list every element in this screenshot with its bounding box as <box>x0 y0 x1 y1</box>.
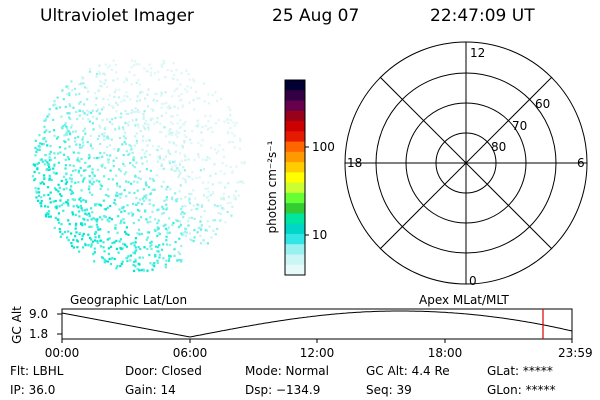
colorbar-segment <box>285 131 305 143</box>
timeline-left-label: Geographic Lat/Lon <box>70 293 188 307</box>
polar-label-6: 6 <box>577 156 585 170</box>
glon-value: GLon: ***** <box>487 383 556 397</box>
dsp-value: Dsp: −134.9 <box>245 383 321 397</box>
colorbar-segment <box>285 162 305 173</box>
timeline-xtick-0600: 06:00 <box>172 346 208 360</box>
polar-diagonal-2 <box>379 76 553 250</box>
timeline-right-label: Apex MLat/MLT <box>419 293 509 307</box>
colorbar <box>285 80 305 276</box>
gc-alt-value: GC Alt: 4.4 Re <box>366 364 450 378</box>
uv-image-disk <box>30 56 246 272</box>
colorbar-segment <box>285 110 305 122</box>
glat-value: GLat: ***** <box>487 364 553 378</box>
colorbar-segment <box>285 80 305 91</box>
timeline-xtick-1800: 18:00 <box>427 346 463 360</box>
polar-lat-80: 80 <box>491 140 507 154</box>
filter-value: Flt: LBHL <box>10 364 64 378</box>
gain-value: Gain: 14 <box>125 383 176 397</box>
polar-plot <box>344 41 588 285</box>
time-label: 22:47:09 UT <box>430 6 535 26</box>
timeline-frame <box>61 308 573 340</box>
seq-value: Seq: 39 <box>366 383 412 397</box>
gc-altitude-curve <box>61 310 573 338</box>
colorbar-frame <box>284 79 306 276</box>
colorbar-tick-100: 100 <box>312 140 335 154</box>
colorbar-unit-label: photon cm⁻²s⁻¹ <box>265 140 279 234</box>
timeline-xtick-0000: 00:00 <box>44 346 80 360</box>
colorbar-segment <box>285 192 305 204</box>
colorbar-segment <box>285 151 305 163</box>
colorbar-segment <box>285 244 305 255</box>
timeline-ylabel: GC Alt <box>10 306 24 344</box>
colorbar-segment <box>285 172 305 184</box>
colorbar-tick-10: 10 <box>312 228 328 242</box>
colorbar-segment <box>285 90 305 102</box>
colorbar-segment <box>285 141 305 153</box>
colorbar-segment <box>285 264 305 276</box>
timeline-plot <box>57 308 573 343</box>
mode-value: Mode: Normal <box>245 364 329 378</box>
colorbar-segment <box>285 233 305 245</box>
polar-lat-60: 60 <box>535 97 551 111</box>
colorbar-segment <box>285 203 305 214</box>
polar-label-0: 0 <box>469 274 477 288</box>
colorbar-segment <box>285 223 305 235</box>
polar-label-12: 12 <box>470 46 486 60</box>
colorbar-segment <box>285 121 305 132</box>
door-status: Door: Closed <box>125 364 202 378</box>
colorbar-segment <box>285 182 305 194</box>
timeline-ytick-high: 9.0 <box>29 307 49 321</box>
colorbar-segment <box>285 213 305 225</box>
timeline-xtick-2359: 23:59 <box>558 346 593 360</box>
polar-label-18: 18 <box>347 156 363 170</box>
timeline-xtick-1200: 12:00 <box>299 346 335 360</box>
colorbar-segment <box>285 100 305 112</box>
colorbar-segment <box>285 254 305 266</box>
polar-lat-70: 70 <box>512 119 528 133</box>
timeline-ytick-low: 1.8 <box>29 327 49 341</box>
date-label: 25 Aug 07 <box>272 6 360 26</box>
instrument-title: Ultraviolet Imager <box>40 6 194 26</box>
ip-value: IP: 36.0 <box>10 383 56 397</box>
